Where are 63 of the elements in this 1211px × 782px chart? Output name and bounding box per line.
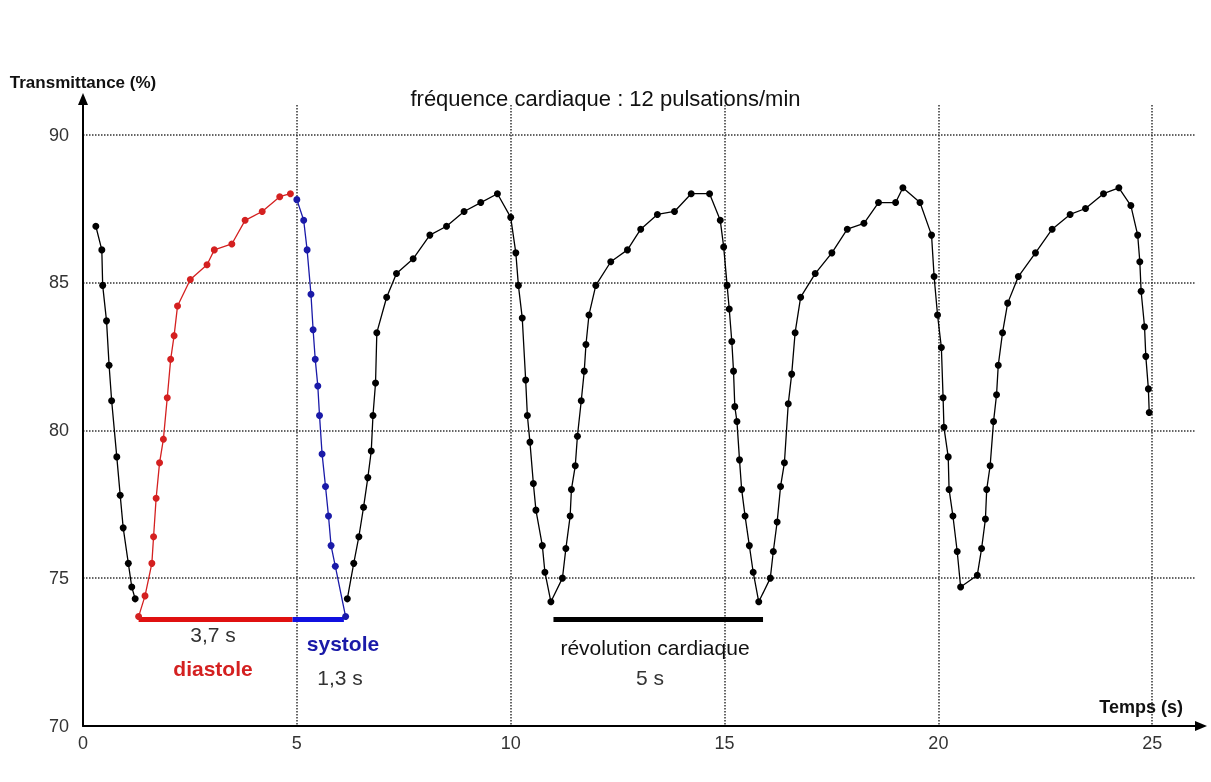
point <box>163 394 171 402</box>
y-tick-label: 80 <box>48 420 69 441</box>
x-tick-label: 5 <box>291 733 302 753</box>
annotation: 5 s <box>635 665 665 689</box>
point <box>325 512 332 520</box>
point <box>152 494 160 502</box>
x-tick-label: 25 <box>1142 733 1163 753</box>
point <box>316 412 324 419</box>
x-tick-label: 0 <box>77 733 89 753</box>
point <box>186 275 194 283</box>
annotation: 3,7 s <box>190 622 236 646</box>
point <box>119 524 127 532</box>
point <box>159 435 167 443</box>
point <box>210 246 218 254</box>
point <box>116 491 124 499</box>
point <box>309 326 317 334</box>
point <box>128 583 136 591</box>
point <box>174 302 182 310</box>
point <box>113 453 121 461</box>
point <box>203 261 211 269</box>
point <box>170 332 178 340</box>
point <box>228 240 236 248</box>
point <box>331 562 339 570</box>
annotation: systole <box>306 631 380 655</box>
point <box>105 361 113 369</box>
annotation: 1,3 s <box>317 665 363 689</box>
point <box>300 216 308 224</box>
point <box>98 246 106 254</box>
point <box>327 542 335 550</box>
x-tick-label: 20 <box>928 733 949 753</box>
point <box>276 193 284 201</box>
x-axis-title: Temps (s) <box>1099 697 1183 717</box>
point <box>303 246 311 254</box>
point <box>286 190 294 198</box>
x-tick-label: 15 <box>714 733 735 753</box>
x-tick-label: 10 <box>500 733 521 753</box>
point <box>241 216 249 224</box>
point <box>108 397 116 405</box>
point <box>258 207 266 215</box>
point <box>124 559 132 567</box>
point <box>156 459 164 467</box>
y-tick-label: 75 <box>48 568 69 589</box>
point <box>293 196 301 204</box>
point <box>322 482 329 490</box>
point <box>135 613 143 621</box>
y-axis-title: Transmittance (%) <box>9 72 157 92</box>
point <box>311 355 319 363</box>
point <box>92 222 100 230</box>
point <box>131 595 139 603</box>
annotation: révolution cardiaque <box>560 635 750 659</box>
point <box>148 559 156 567</box>
point <box>307 290 315 298</box>
y-tick-label: 70 <box>48 716 69 736</box>
annotation: diastole <box>173 656 253 680</box>
point <box>99 281 107 289</box>
y-tick-label: 85 <box>48 272 69 293</box>
point <box>167 355 175 363</box>
point <box>150 533 158 541</box>
point <box>103 317 111 325</box>
point <box>342 613 350 621</box>
y-tick-label: 90 <box>48 124 69 145</box>
point <box>314 382 322 390</box>
chart-title: fréquence cardiaque : 12 pulsations/min <box>410 85 801 111</box>
